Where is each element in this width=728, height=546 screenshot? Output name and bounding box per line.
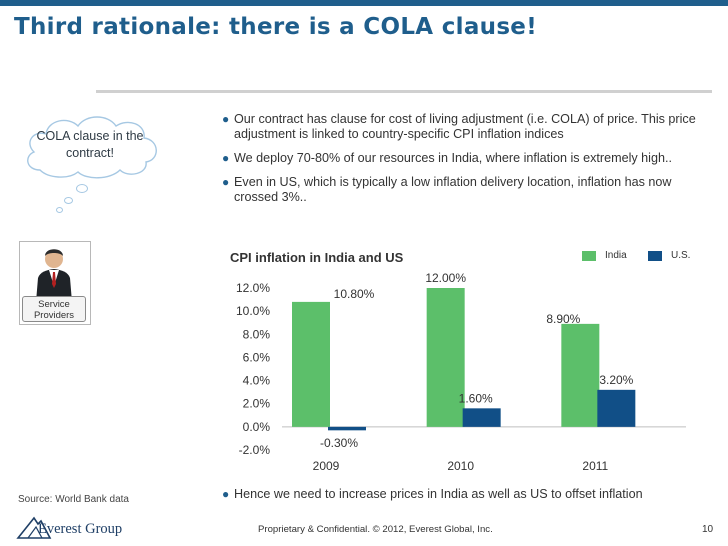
x-tick-label: 2011 <box>582 459 608 473</box>
data-label-india: 10.80% <box>334 287 375 301</box>
y-tick-label: 6.0% <box>243 350 271 364</box>
y-tick-label: 12.0% <box>236 281 270 295</box>
logo-text: Everest Group <box>38 521 123 537</box>
legend-swatch-us <box>648 251 662 261</box>
bullet-list: ● Our contract has clause for cost of liv… <box>222 112 712 214</box>
bullet-item: ● Even in US, which is typically a low in… <box>222 175 672 204</box>
bullet-item: ● Our contract has clause for cost of liv… <box>222 112 696 141</box>
bar-us <box>462 408 501 427</box>
thought-bubble-2 <box>64 197 73 204</box>
y-tick-label: 10.0% <box>236 304 270 318</box>
legend-label-india: India <box>605 250 627 261</box>
bar-india <box>561 323 600 427</box>
y-tick-label: 8.0% <box>243 327 271 341</box>
thought-cloud <box>27 116 157 179</box>
data-label-us: 3.20% <box>599 373 633 387</box>
businessman-icon <box>36 249 72 302</box>
y-tick-label: 4.0% <box>243 374 271 388</box>
bullet-dot-icon: ● <box>222 175 230 189</box>
legend-label-us: U.S. <box>671 250 691 261</box>
cloud-text: COLA clause in the contract! <box>36 129 144 160</box>
top-accent-bar <box>0 0 728 6</box>
bar-india <box>292 301 330 427</box>
bullet-dot-icon: ● <box>222 151 230 165</box>
bullet-item: ● Hence we need to increase prices in Ind… <box>222 487 643 501</box>
y-tick-label: 2.0% <box>243 397 271 411</box>
x-tick-label: 2010 <box>447 459 474 473</box>
thought-bubble-1 <box>76 184 88 193</box>
x-tick-label: 2009 <box>313 459 340 473</box>
bullet-item: ● We deploy 70-80% of our resources in In… <box>222 151 672 165</box>
everest-logo-icon <box>16 516 52 539</box>
y-tick-label: -2.0% <box>239 443 271 457</box>
data-label-india: 8.90% <box>546 312 580 326</box>
source-note: Source: World Bank data <box>18 494 129 505</box>
bullet-dot-icon: ● <box>222 112 230 126</box>
data-label-india: 12.00% <box>425 271 466 285</box>
thought-bubble-3 <box>56 207 63 213</box>
title-divider <box>96 90 712 93</box>
bar-us <box>597 389 636 427</box>
service-providers-tag: Service Providers <box>22 296 86 322</box>
chart-title: CPI inflation in India and US <box>230 250 404 265</box>
footer-text: Proprietary & Confidential. © 2012, Ever… <box>258 524 493 535</box>
legend-swatch-india <box>582 251 596 261</box>
bullet-dot-icon: ● <box>222 487 230 501</box>
bar-india <box>426 288 465 427</box>
data-label-us: -0.30% <box>320 436 358 450</box>
page-number: 10 <box>702 524 714 535</box>
y-tick-label: 0.0% <box>243 420 271 434</box>
slide-title: Third rationale: there is a COLA clause! <box>14 14 537 40</box>
data-label-us: 1.60% <box>459 391 493 405</box>
bar-us <box>328 426 366 431</box>
